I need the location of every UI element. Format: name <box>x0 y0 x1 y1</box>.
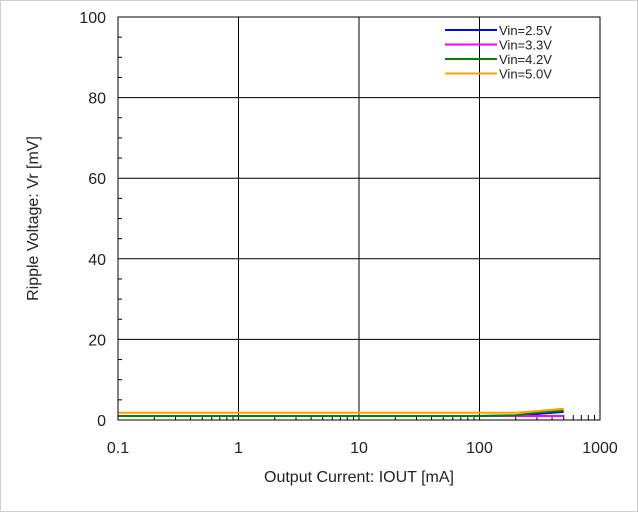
legend-label: Vin=4.2V <box>499 52 552 67</box>
x-tick-label: 100 <box>466 440 493 457</box>
y-tick-label: 20 <box>88 332 106 349</box>
legend-label: Vin=2.5V <box>499 23 552 38</box>
legend-label: Vin=3.3V <box>499 38 552 53</box>
x-axis-label: Output Current: IOUT [mA] <box>264 469 454 486</box>
y-tick-labels: 0 20 40 60 80 100 <box>79 10 106 430</box>
x-tick-label: 10 <box>350 440 368 457</box>
y-tick-label: 100 <box>79 10 106 27</box>
plot-area <box>117 16 601 421</box>
y-tick-label: 0 <box>97 413 106 430</box>
y-tick-label: 60 <box>88 171 106 188</box>
y-tick-label: 40 <box>88 252 106 269</box>
y-tick-label: 80 <box>88 91 106 108</box>
series-line-3 <box>118 409 564 417</box>
series-lines <box>118 407 564 417</box>
series-line-4 <box>118 407 564 414</box>
x-tick-label: 1000 <box>582 440 618 457</box>
minor-ticks <box>118 36 595 420</box>
y-axis-label: Ripple Voltage: Vr [mV] <box>25 136 42 301</box>
x-tick-label: 1 <box>234 440 243 457</box>
legend-label: Vin=5.0V <box>499 67 552 82</box>
x-tick-labels: 0.1 1 10 100 1000 <box>107 440 618 457</box>
grid <box>118 17 600 420</box>
x-tick-label: 0.1 <box>107 440 129 457</box>
